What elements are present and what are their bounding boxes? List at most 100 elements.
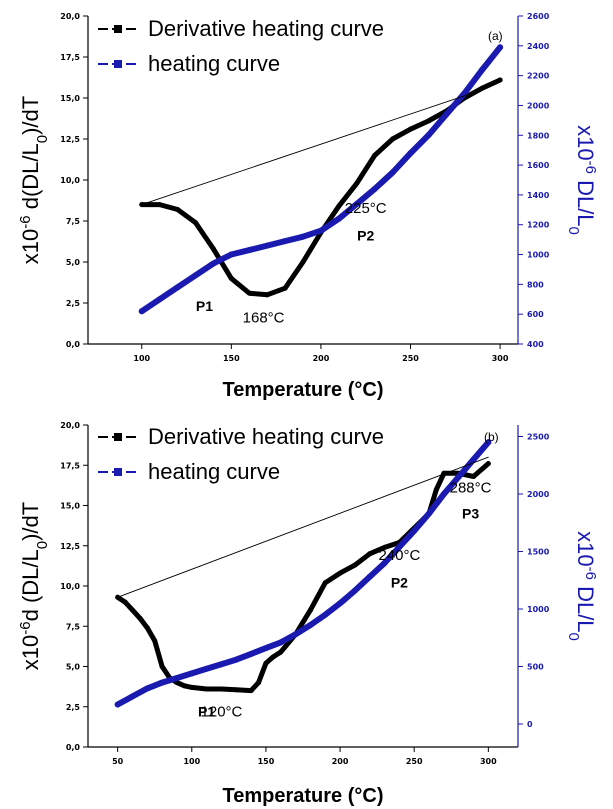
temperature-annotation: 288°C (450, 480, 492, 497)
heating-curve-point (174, 284, 181, 291)
y-left-tick-label: 15,0 (60, 502, 80, 511)
legend-derivative-label: Derivative heating curve (148, 424, 384, 449)
y-left-tick-label: 5,0 (66, 258, 81, 267)
heating-curve-point (218, 661, 225, 668)
heating-curve-point (248, 650, 255, 657)
derivative-curve-point (137, 615, 143, 621)
heating-curve-point (322, 611, 329, 618)
temperature-annotation: 240°C (378, 547, 420, 564)
x-tick-label: 50 (112, 757, 124, 766)
derivative-curve-point (425, 118, 431, 124)
heating-curve-point (479, 66, 486, 73)
y-axis-right-label: x10-6 DL/L0 (566, 531, 600, 641)
heating-curve-point (396, 543, 403, 550)
y-axis-left-label: x10-6 d(DL/L0)/dT (17, 96, 51, 264)
x-tick-label: 250 (406, 757, 423, 766)
y-right-tick-label: 2000 (527, 490, 550, 499)
derivative-curve-point (175, 207, 181, 213)
derivative-curve-point (354, 180, 360, 186)
x-tick-label: 200 (332, 757, 349, 766)
peak-label: P2 (391, 575, 408, 591)
heating-curve-point (317, 227, 324, 234)
y-right-tick-label: 0 (527, 720, 533, 729)
derivative-curve-point (159, 664, 165, 669)
temperature-annotation: 225°C (345, 200, 387, 217)
y-right-tick-label: 1800 (527, 131, 550, 140)
x-tick-label: 300 (492, 354, 509, 363)
heating-curve-point (129, 693, 136, 700)
y-left-tick-label: 12,5 (60, 542, 80, 551)
derivative-curve-point (189, 684, 195, 690)
heating-curve-point (262, 645, 269, 652)
y-left-tick-label: 10,0 (60, 176, 80, 185)
derivative-curve-point (256, 680, 262, 686)
x-tick-label: 200 (313, 354, 330, 363)
reference-line (117, 456, 489, 598)
y-left-tick-label: 20,0 (60, 12, 80, 21)
x-axis-label: Temperature (°C) (223, 785, 384, 807)
y-left-tick-label: 2,5 (66, 299, 81, 308)
peak-label: P1 (198, 703, 215, 719)
derivative-curve-point (479, 85, 485, 91)
y-right-tick-label: 2000 (527, 101, 550, 110)
chart-panel-b: 50 100 150 200 250 300 0,0 2,5 5,0 7,5 10,0 12,5 15,… (17, 421, 600, 807)
y-right-tick-label: 1200 (527, 221, 550, 230)
heating-curve-point (277, 639, 284, 646)
derivative-curve-point (282, 285, 288, 291)
legend-heating-label: heating curve (148, 51, 280, 76)
derivative-curve-point (246, 290, 252, 296)
heating-curve-point (497, 44, 504, 51)
heating-curve-point (292, 631, 299, 638)
heating-curve-point (282, 238, 289, 245)
derivative-curve-point (204, 686, 210, 692)
derivative-curve-point (152, 638, 158, 644)
y-right-tick-label: 500 (527, 663, 544, 672)
legend-swatch-marker (114, 60, 122, 68)
derivative-curve-point (233, 687, 239, 693)
panel-label: (a) (488, 29, 503, 43)
heating-curve-point (264, 242, 271, 249)
heating-curve-point (188, 670, 195, 677)
x-tick-label: 250 (402, 354, 419, 363)
derivative-curve-point (372, 152, 378, 158)
x-axis-label: Temperature (°C) (223, 379, 384, 401)
derivative-curve-point (497, 77, 503, 83)
y-right-tick-label: 600 (527, 310, 544, 319)
y-left-tick-label: 5,0 (66, 663, 81, 672)
legend-swatch-marker (114, 25, 122, 33)
derivative-curve-point (278, 649, 284, 655)
y-right-tick-label: 1000 (527, 605, 550, 614)
heating-curve-point (381, 560, 388, 566)
heating-curve-point (173, 675, 180, 681)
heating-curve-point (159, 679, 166, 686)
heating-curve-point (389, 169, 396, 176)
heating-curve-point (156, 296, 163, 303)
heating-curve-point (351, 587, 358, 594)
y-right-tick-label: 2500 (527, 433, 550, 442)
y-axis-left-label: x10-6d (DL/L0)/dT (17, 502, 51, 670)
y-right-tick-label: 800 (527, 280, 544, 289)
derivative-curve-point (193, 220, 198, 226)
derivative-curve-point (129, 607, 135, 613)
heating-curve-point (300, 233, 306, 240)
heating-curve-point (440, 491, 447, 497)
heating-curve-point (192, 272, 199, 279)
derivative-curve-point (485, 461, 491, 467)
derivative-curve-point (337, 570, 343, 576)
derivative-curve-point (218, 686, 224, 692)
y-left-tick-label: 10,0 (60, 582, 80, 591)
y-left-tick-label: 17,5 (60, 461, 80, 470)
heating-curve-point (407, 150, 414, 157)
derivative-curve-point (248, 688, 254, 694)
heating-curve-point (470, 456, 477, 463)
y-left-tick-label: 0,0 (66, 743, 81, 752)
heating-curve-point (366, 573, 373, 580)
legend-swatch-marker (114, 433, 122, 441)
heating-curve-point (353, 200, 360, 207)
peak-label: P1 (196, 298, 213, 314)
heating-curve-point (144, 685, 151, 692)
chart-panel-a: 100 150 200 250 300 0,0 2,5 5,0 7,5 10,0 12,5 15,0 1… (17, 12, 600, 401)
heating-curve-point (455, 473, 462, 480)
temperature-annotation: 120°C (201, 703, 243, 720)
